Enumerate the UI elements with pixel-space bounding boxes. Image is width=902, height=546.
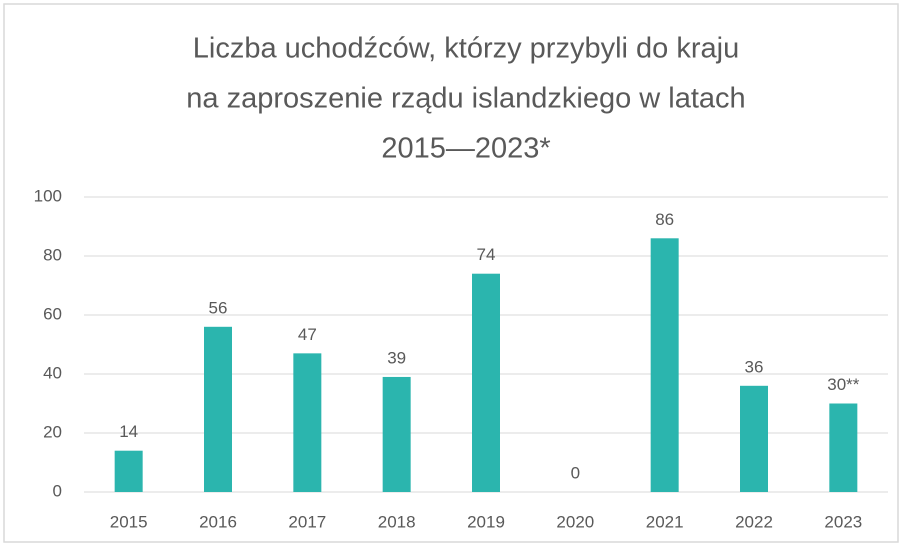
y-tick-label: 0 xyxy=(53,481,62,500)
data-label: 30** xyxy=(827,375,860,394)
x-tick-label: 2022 xyxy=(735,512,773,531)
bar xyxy=(204,326,232,492)
x-tick-label: 2019 xyxy=(467,512,505,531)
data-label: 0 xyxy=(571,463,580,482)
y-tick-label: 80 xyxy=(43,245,62,264)
x-tick-label: 2016 xyxy=(199,512,237,531)
chart-title: na zaproszenie rządu islandzkiego w lata… xyxy=(186,83,745,115)
bar xyxy=(829,403,858,492)
x-tick-label: 2021 xyxy=(646,512,684,531)
chart-title: 2015—2023* xyxy=(381,133,550,165)
bar xyxy=(740,385,768,492)
data-label: 47 xyxy=(298,325,317,344)
data-label: 36 xyxy=(745,357,764,376)
y-tick-label: 100 xyxy=(34,186,62,205)
chart-title: Liczba uchodźców, którzy przybyli do kra… xyxy=(193,33,739,65)
x-tick-label: 2015 xyxy=(110,512,148,531)
bar xyxy=(293,353,322,492)
x-tick-label: 2018 xyxy=(378,512,416,531)
y-tick-label: 20 xyxy=(43,422,62,441)
bar xyxy=(114,450,143,492)
data-label: 39 xyxy=(387,348,406,367)
data-label: 56 xyxy=(209,298,228,317)
x-tick-label: 2020 xyxy=(556,512,594,531)
bar xyxy=(650,238,679,492)
data-label: 86 xyxy=(655,210,674,229)
y-tick-label: 40 xyxy=(43,363,62,382)
data-label: 14 xyxy=(119,422,138,441)
data-label: 74 xyxy=(477,245,496,264)
bar xyxy=(472,273,500,492)
bar xyxy=(382,376,411,492)
x-tick-label: 2023 xyxy=(824,512,862,531)
x-tick-label: 2017 xyxy=(288,512,326,531)
y-tick-label: 60 xyxy=(43,304,62,323)
